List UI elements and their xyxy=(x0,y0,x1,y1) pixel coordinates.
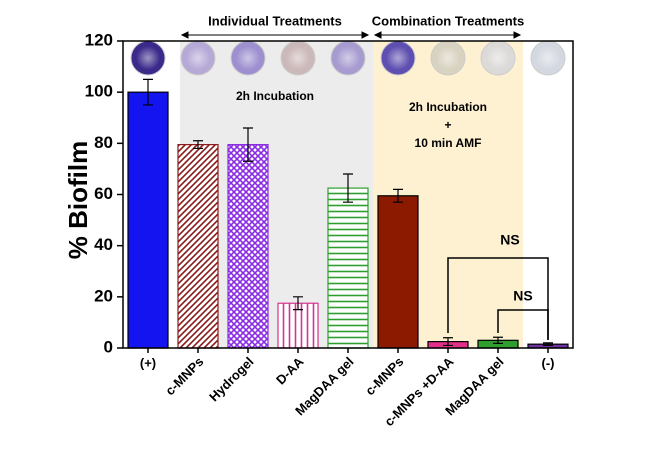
error-bar xyxy=(493,336,503,344)
error-bar xyxy=(543,342,553,347)
error-bar xyxy=(243,127,253,162)
y-tick-label: 40 xyxy=(94,235,113,254)
group-label: Combination Treatments xyxy=(372,13,524,28)
x-tick-label: c-MNPs xyxy=(362,354,406,398)
group-label: Individual Treatments xyxy=(208,13,342,28)
y-tick-label: 0 xyxy=(104,337,113,356)
y-tick-label: 60 xyxy=(94,184,113,203)
annotation: 10 min AMF xyxy=(415,136,482,150)
y-tick-label: 120 xyxy=(85,30,113,49)
error-bar xyxy=(293,296,303,311)
well-highlight xyxy=(186,46,210,70)
x-tick-label: c-MNPs xyxy=(162,354,206,398)
error-bar xyxy=(393,188,403,203)
x-tick-label: Hydrogel xyxy=(206,354,256,404)
annotation: NS xyxy=(513,288,532,304)
x-tick-label: (+) xyxy=(140,355,156,370)
bar xyxy=(227,144,269,349)
well-highlight xyxy=(286,46,310,70)
bar xyxy=(127,91,169,349)
x-tick-label: (-) xyxy=(542,355,555,370)
bar xyxy=(327,187,369,349)
significance-brackets xyxy=(447,257,549,340)
well-highlight xyxy=(386,46,410,70)
annotation: 2h Incubation xyxy=(236,89,314,103)
error-bar xyxy=(143,78,153,106)
y-tick-label: 100 xyxy=(85,82,113,101)
error-bar xyxy=(443,337,453,347)
well-highlight xyxy=(436,46,460,70)
bar xyxy=(377,195,419,349)
plot-frame xyxy=(122,40,574,349)
well-highlight xyxy=(236,46,260,70)
y-axis-label: % Biofilm xyxy=(63,141,93,259)
well-highlight xyxy=(136,46,160,70)
annotation: 2h Incubation xyxy=(409,100,487,114)
group-arrows xyxy=(180,31,522,39)
y-tick-label: 80 xyxy=(94,133,113,152)
error-bar xyxy=(343,173,353,203)
bar xyxy=(177,144,219,349)
well-highlight xyxy=(336,46,360,70)
well-highlight xyxy=(486,46,510,70)
annotation: NS xyxy=(500,232,519,248)
well-highlight xyxy=(536,46,560,70)
annotation: + xyxy=(444,118,451,132)
y-tick-label: 20 xyxy=(94,286,113,305)
x-tick-label: D-AA xyxy=(273,354,307,388)
error-bar xyxy=(193,140,203,150)
